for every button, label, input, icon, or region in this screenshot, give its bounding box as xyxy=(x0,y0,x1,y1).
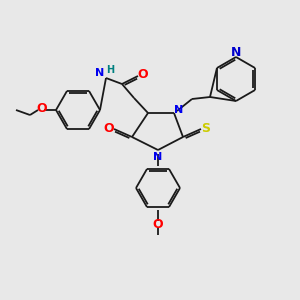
Text: O: O xyxy=(138,68,148,82)
Text: O: O xyxy=(37,103,47,116)
Text: H: H xyxy=(106,65,114,75)
Text: N: N xyxy=(174,105,184,115)
Text: O: O xyxy=(104,122,114,134)
Text: N: N xyxy=(231,46,241,59)
Text: N: N xyxy=(153,152,163,162)
Text: O: O xyxy=(153,218,163,230)
Text: N: N xyxy=(95,68,104,78)
Text: S: S xyxy=(202,122,211,134)
